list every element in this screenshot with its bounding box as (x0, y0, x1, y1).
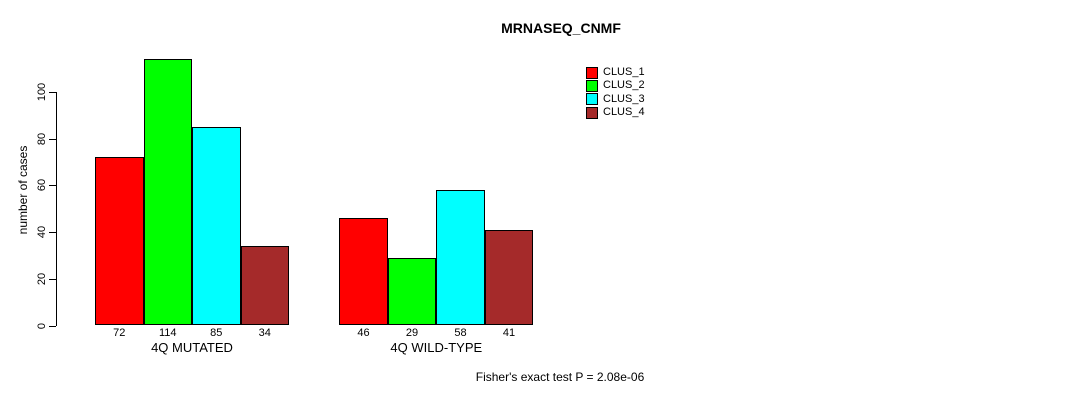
legend-swatch-clus-2 (586, 79, 598, 92)
bar-clus_3-group-2 (436, 190, 485, 326)
legend-item-clus-2: CLUS_2 (586, 79, 645, 92)
bar-clus_4-group-2 (484, 229, 534, 326)
legend-label-clus-3: CLUS_3 (603, 92, 645, 105)
bar-value-label: 85 (210, 327, 223, 339)
y-axis-tick-label: 80 (36, 132, 48, 145)
bar-value-label: 72 (113, 327, 126, 339)
bar-clus_3-group-1 (192, 127, 241, 326)
bar-clus_1-group-1 (95, 157, 144, 326)
bar-value-label: 29 (405, 327, 419, 339)
bar-value-label: 58 (454, 327, 467, 339)
bar-value-label: 114 (158, 327, 177, 339)
y-axis-tick (48, 278, 56, 280)
bar-value-label: 46 (357, 327, 370, 339)
legend-swatch-clus-3 (586, 93, 598, 106)
bar-clus_2-group-2 (387, 257, 437, 326)
y-axis-tick-label: 100 (36, 82, 48, 102)
y-axis-tick-label: 40 (36, 226, 48, 239)
x-group-label: 4Q MUTATED (151, 339, 233, 355)
legend: CLUS_1 CLUS_2 CLUS_3 CLUS_4 (586, 66, 645, 119)
y-axis-label: number of cases (16, 145, 30, 235)
bar-clus_2-group-1 (143, 59, 192, 326)
legend-item-clus-3: CLUS_3 (586, 93, 645, 106)
legend-swatch-clus-4 (586, 106, 598, 119)
bar-value-label: 34 (258, 327, 271, 339)
legend-label-clus-4: CLUS_4 (603, 106, 645, 119)
y-axis-tick (48, 92, 56, 94)
y-axis-tick-label: 0 (36, 322, 48, 329)
x-group-label: 4Q WILD-TYPE (390, 339, 483, 355)
legend-swatch-clus-1 (586, 66, 598, 79)
legend-label-clus-1: CLUS_1 (603, 66, 645, 79)
legend-item-clus-1: CLUS_1 (586, 66, 645, 79)
bar-clus_1-group-2 (339, 218, 388, 326)
legend-item-clus-4: CLUS_4 (586, 106, 645, 119)
y-axis-line (55, 92, 57, 327)
bar-clus_4-group-1 (240, 246, 289, 326)
y-axis-tick-label: 60 (36, 179, 48, 192)
y-axis-tick (48, 325, 56, 327)
stat-annotation: Fisher's exact test P = 2.08e-06 (475, 370, 645, 384)
bar-value-label: 41 (502, 327, 516, 339)
legend-label-clus-2: CLUS_2 (603, 79, 645, 92)
y-axis-tick-label: 20 (36, 272, 48, 285)
y-axis-tick (48, 138, 56, 140)
chart-title: MRNASEQ_CNMF (501, 20, 621, 36)
y-axis-tick (48, 232, 56, 234)
y-axis-tick (48, 185, 56, 187)
